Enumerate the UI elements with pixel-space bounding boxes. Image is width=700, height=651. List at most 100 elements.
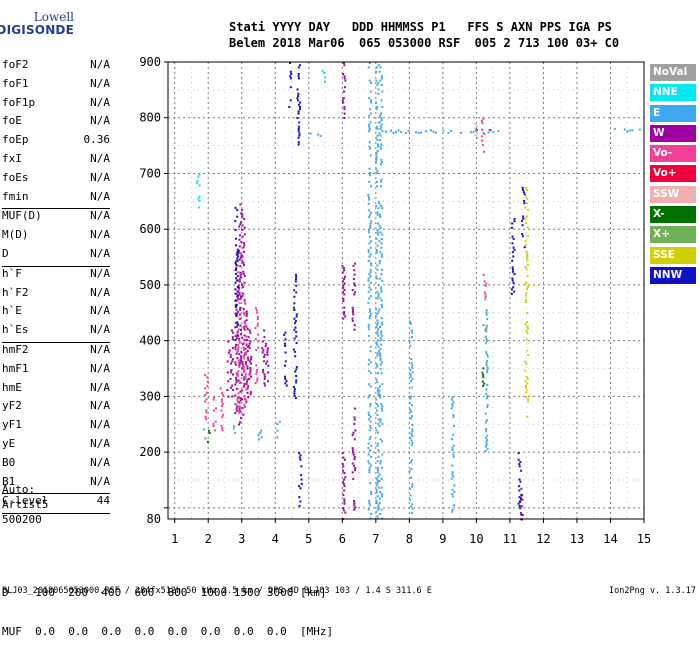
ionogram-echo (354, 469, 357, 472)
ionogram-echo (481, 371, 484, 374)
param-row: B1 N/A (2, 475, 110, 494)
ionogram-echo (379, 139, 382, 141)
ionogram-echo (432, 130, 435, 133)
ionogram-echo (231, 360, 234, 363)
param-value: N/A (90, 246, 110, 260)
ionogram-echo (240, 350, 243, 353)
y-tick-label: 200 (139, 445, 161, 459)
ionogram-echo (370, 99, 373, 102)
x-tick-label: 12 (536, 532, 550, 546)
ionogram-echo (482, 273, 485, 276)
ionogram-echo (243, 244, 246, 247)
ionogram-echo (377, 293, 380, 295)
ionogram-echo (284, 377, 287, 380)
ionogram-echo (377, 328, 380, 331)
ionogram-echo (238, 364, 241, 367)
ionogram-echo (485, 443, 488, 446)
ionogram-echo (205, 411, 208, 414)
param-row: MUF(D) N/A (2, 209, 110, 228)
ionogram-echo (520, 493, 523, 496)
ionogram-echo (242, 308, 245, 311)
ionogram-echo (511, 222, 514, 225)
ionogram-echo (376, 365, 379, 368)
ionogram-echo (377, 508, 380, 511)
ionogram-echo (424, 130, 427, 133)
ionogram-echo (368, 383, 371, 386)
ionogram-echo (255, 349, 258, 352)
ionogram-echo (369, 253, 372, 256)
ionogram-echo (368, 114, 371, 117)
ionogram-echo (486, 403, 489, 406)
ionogram-echo (376, 244, 379, 247)
ionogram-echo (380, 486, 383, 489)
ionogram-echo (353, 455, 356, 458)
ionogram-echo (276, 436, 279, 439)
ionogram-echo (342, 507, 345, 510)
ionogram-echo (297, 77, 300, 80)
ionogram-echo (379, 348, 382, 350)
ionogram-echo (376, 268, 379, 271)
ionogram-echo (377, 449, 380, 452)
ionogram-echo (249, 340, 252, 343)
ionogram-echo (246, 387, 249, 390)
ionogram-echo (294, 326, 297, 329)
ionogram-echo (246, 391, 249, 394)
ionogram-echo (369, 372, 372, 375)
ionogram-echo (237, 334, 240, 337)
ionogram-echo (376, 128, 379, 130)
ionogram-echo (265, 342, 268, 345)
ionogram-echo (526, 208, 529, 211)
ionogram-echo (238, 245, 241, 248)
ionogram-echo (234, 403, 237, 406)
ionogram-echo (262, 371, 265, 374)
ionogram-echo (375, 205, 378, 207)
ionogram-echo (283, 375, 286, 378)
ionogram-echo (485, 326, 488, 329)
legend-item-x-: X+ (650, 226, 696, 244)
ionogram-echo (367, 453, 370, 456)
ionogram-echo (236, 257, 239, 260)
ionogram-echo (524, 369, 527, 372)
ionogram-echo (376, 277, 379, 280)
ionogram-echo (343, 77, 346, 80)
ionogram-echo (298, 452, 301, 455)
y-tick-label: 300 (139, 389, 161, 403)
ionogram-echo (238, 412, 241, 415)
ionogram-echo (375, 180, 378, 183)
ionogram-echo (517, 458, 520, 461)
ionogram-echo (255, 371, 258, 374)
ionogram-echo (267, 371, 270, 374)
ionogram-echo (512, 286, 515, 289)
ionogram-echo (236, 215, 239, 218)
ionogram-echo (343, 108, 346, 111)
ionogram-echo (520, 219, 523, 222)
y-tick-label: 800 (139, 111, 161, 125)
param-row: foEp 0.36 (2, 133, 110, 152)
ionogram-echo (241, 407, 244, 410)
ionogram-echo (276, 429, 279, 432)
ionogram-echo (525, 288, 528, 291)
ionogram-echo (367, 363, 370, 366)
ionogram-echo (475, 128, 478, 131)
ionogram-echo (368, 310, 371, 313)
ionogram-echo (628, 129, 631, 132)
ionogram-echo (411, 434, 414, 437)
ionogram-echo (367, 442, 370, 445)
ionogram-echo (375, 403, 378, 405)
ionogram-echo (527, 285, 530, 288)
auto-scaling-info: Auto: Artist5 500200 (2, 482, 48, 527)
ionogram-echo (368, 130, 371, 133)
ionogram-echo (526, 415, 529, 418)
ionogram-echo (237, 361, 240, 364)
ionogram-echo (368, 297, 371, 300)
ionogram-echo (263, 353, 266, 356)
ionogram-echo (451, 510, 454, 513)
ionogram-echo (452, 416, 455, 419)
ionogram-echo (293, 308, 296, 311)
ionogram-echo (378, 132, 381, 135)
ionogram-echo (242, 346, 245, 349)
auto-artist: Artist5 (2, 498, 49, 511)
ionogram-echo (410, 386, 413, 389)
ionogram-echo (380, 286, 383, 289)
ionogram-echo (375, 167, 378, 170)
